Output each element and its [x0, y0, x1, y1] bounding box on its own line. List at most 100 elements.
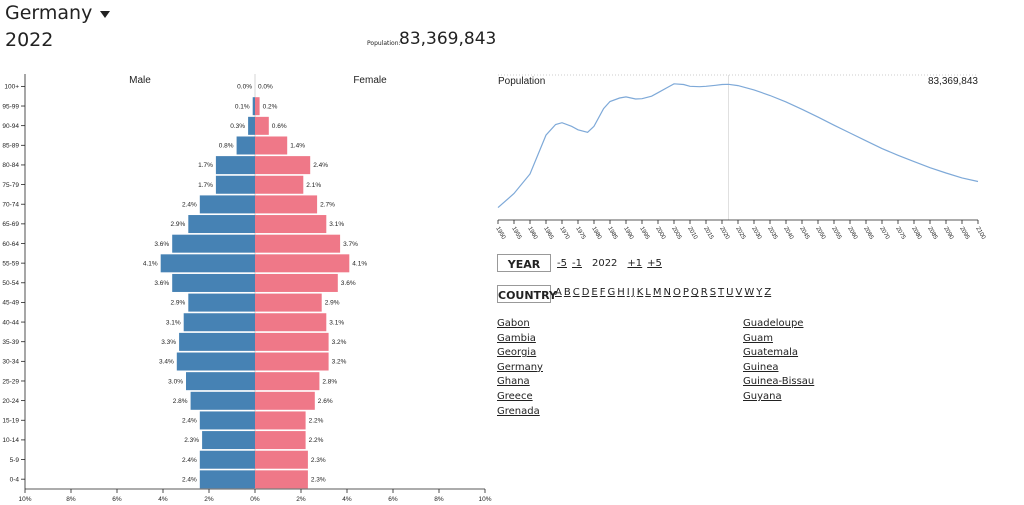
country-link[interactable]: Gambia: [497, 332, 536, 344]
male-bar: [199, 411, 255, 430]
country-link[interactable]: Guam: [743, 332, 773, 344]
letter-link-a[interactable]: A: [555, 287, 562, 298]
age-group-label: 40-44: [2, 319, 19, 326]
country-link[interactable]: Gabon: [497, 318, 530, 329]
letter-link-i[interactable]: I: [626, 287, 630, 298]
female-value-label: 2.2%: [309, 437, 324, 444]
female-value-label: 2.1%: [306, 182, 321, 189]
line-x-tick-label: 1975: [574, 226, 586, 241]
letter-link-u[interactable]: U: [726, 287, 734, 298]
year-minus-1-link[interactable]: -1: [571, 258, 582, 269]
line-x-tick-label: 1950: [494, 226, 506, 241]
letter-link-w[interactable]: W: [744, 287, 755, 298]
country-link[interactable]: Greece: [497, 390, 533, 402]
letter-link-g[interactable]: G: [607, 287, 616, 298]
male-bar: [215, 175, 255, 194]
letter-link-p[interactable]: P: [682, 287, 689, 298]
country-link[interactable]: Grenada: [497, 405, 540, 417]
country-link[interactable]: Guyana: [743, 390, 782, 402]
male-bar: [160, 254, 255, 273]
male-value-label: 1.7%: [198, 182, 213, 189]
letter-link-e[interactable]: E: [591, 287, 598, 298]
male-value-label: 0.0%: [237, 84, 252, 91]
country-name: Germany: [5, 2, 93, 24]
line-x-tick-label: 2055: [830, 226, 842, 241]
country-link[interactable]: Guinea-Bissau: [743, 376, 815, 388]
letter-link-n[interactable]: N: [663, 287, 671, 298]
female-bar: [255, 136, 288, 155]
chevron-down-icon: [100, 10, 111, 18]
age-group-label: 10-14: [2, 437, 19, 444]
letter-link-j[interactable]: J: [631, 287, 635, 298]
country-dropdown[interactable]: Germany: [5, 2, 111, 24]
letter-link-k[interactable]: K: [636, 287, 644, 298]
country-link[interactable]: Guinea: [743, 361, 779, 373]
age-group-label: 15-19: [2, 418, 19, 425]
male-bar: [199, 450, 255, 469]
male-bar: [202, 431, 255, 450]
letter-link-m[interactable]: M: [652, 287, 662, 298]
female-value-label: 2.4%: [313, 162, 328, 169]
age-group-label: 90-94: [2, 123, 19, 130]
female-bar: [255, 313, 327, 332]
line-x-tick-label: 2025: [734, 226, 746, 241]
country-link[interactable]: Germany: [497, 361, 543, 373]
country-link[interactable]: Ghana: [497, 376, 530, 388]
year-minus-5-link[interactable]: -5: [557, 258, 567, 269]
letter-link-t[interactable]: T: [718, 287, 725, 298]
letter-link-z[interactable]: Z: [764, 287, 772, 298]
year-plus-5-link[interactable]: +5: [647, 258, 662, 269]
male-value-label: 3.0%: [168, 378, 183, 385]
population-series-line: [497, 83, 979, 209]
female-value-label: 2.3%: [311, 476, 326, 483]
current-year: 2022: [591, 258, 618, 269]
male-bar: [236, 136, 255, 155]
year-plus-1-link[interactable]: +1: [627, 258, 643, 269]
female-value-label: 2.9%: [325, 300, 340, 307]
female-value-label: 2.8%: [322, 378, 337, 385]
female-series-label: Female: [353, 75, 387, 86]
letter-link-c[interactable]: C: [572, 287, 580, 298]
country-list-col1: Gabon Gambia Georgia Germany Ghana Greece Gren…: [497, 318, 543, 420]
female-value-label: 3.6%: [341, 280, 356, 287]
female-bar: [255, 332, 329, 351]
age-group-label: 70-74: [2, 202, 19, 209]
female-bar: [255, 450, 308, 469]
age-group-label: 95-99: [2, 103, 19, 110]
letter-link-f[interactable]: F: [599, 287, 606, 298]
letter-link-r[interactable]: R: [700, 287, 708, 298]
female-value-label: 3.1%: [329, 221, 344, 228]
line-x-tick-label: 1985: [606, 226, 618, 241]
letter-link-y[interactable]: Y: [756, 287, 763, 298]
female-bar: [255, 391, 315, 410]
female-value-label: 2.7%: [320, 202, 335, 209]
country-link[interactable]: Georgia: [497, 347, 537, 359]
line-x-tick-label: 1980: [590, 226, 602, 241]
letter-link-v[interactable]: V: [735, 287, 743, 298]
line-chart-title: Population: [498, 76, 545, 87]
x-tick-label: 2%: [296, 496, 306, 503]
male-value-label: 3.6%: [154, 280, 169, 287]
line-x-tick-label: 2005: [670, 226, 682, 241]
line-chart-current-value: 83,369,843: [928, 76, 978, 87]
female-bar: [255, 116, 269, 135]
letter-link-o[interactable]: O: [672, 287, 681, 298]
country-link[interactable]: Guadeloupe: [743, 318, 804, 329]
letter-link-h[interactable]: H: [617, 287, 625, 298]
x-tick-label: 4%: [158, 496, 168, 503]
letter-link-d[interactable]: D: [581, 287, 590, 298]
male-value-label: 2.3%: [184, 437, 199, 444]
female-bar: [255, 215, 327, 234]
country-link[interactable]: Guatemala: [743, 347, 799, 359]
male-value-label: 0.8%: [219, 143, 234, 150]
male-series-label: Male: [129, 75, 151, 86]
letter-link-q[interactable]: Q: [690, 287, 699, 298]
letter-link-b[interactable]: B: [563, 287, 571, 298]
female-value-label: 1.4%: [290, 143, 305, 150]
year-label-box: YEAR: [497, 254, 551, 272]
letter-link-l[interactable]: L: [645, 287, 651, 298]
line-x-tick-label: 2030: [750, 226, 762, 241]
age-group-label: 35-39: [2, 339, 19, 346]
female-value-label: 4.1%: [352, 260, 367, 267]
letter-link-s[interactable]: S: [709, 287, 717, 298]
